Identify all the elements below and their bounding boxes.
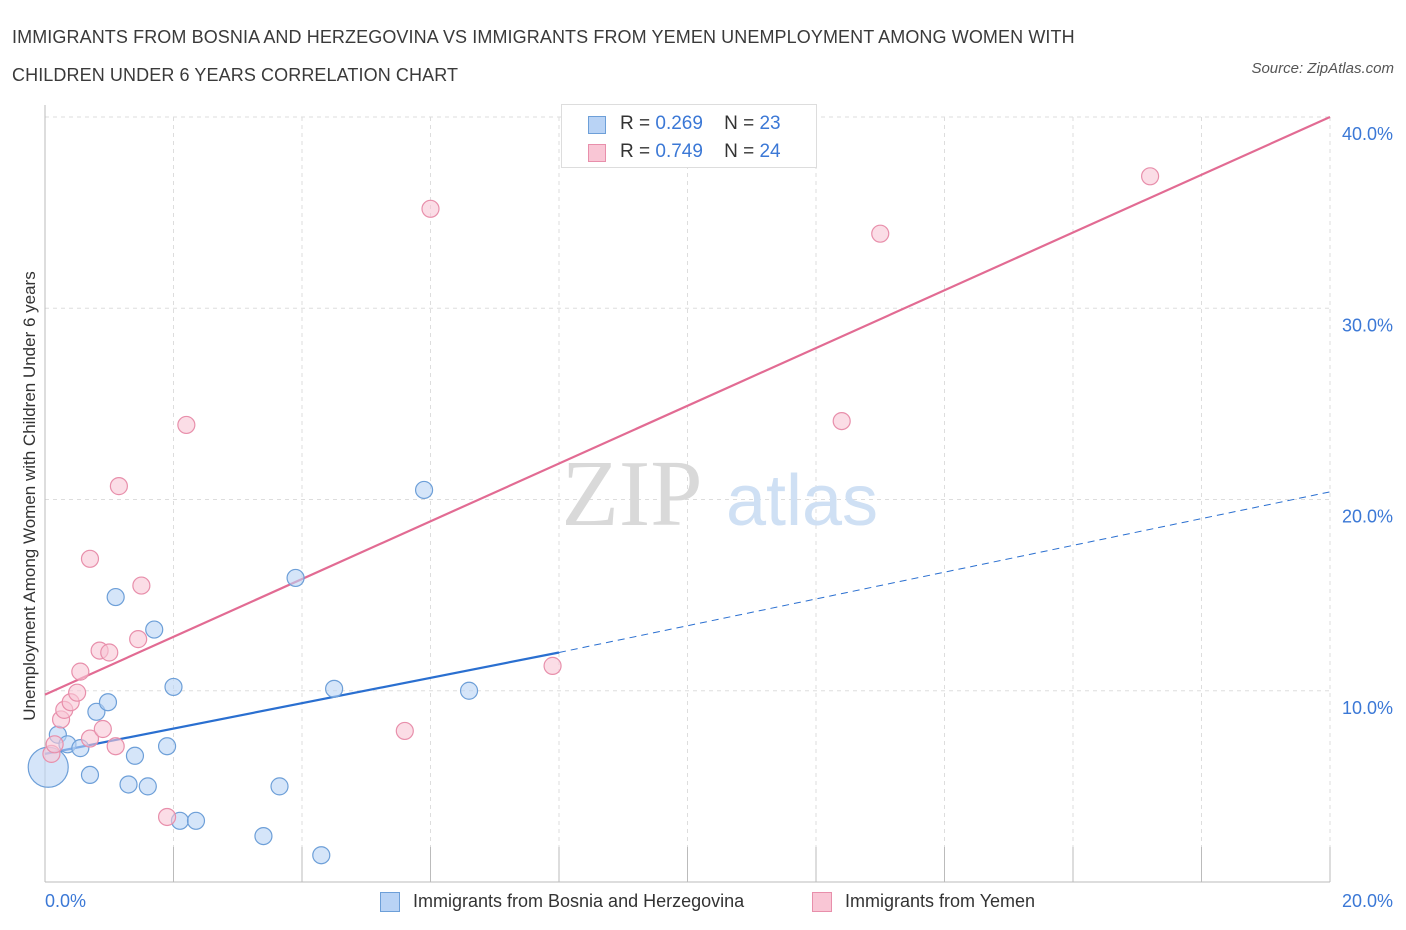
data-point-bosnia bbox=[106, 587, 125, 607]
data-point-yemen bbox=[157, 807, 177, 827]
data-point-bosnia bbox=[414, 480, 434, 500]
correlation-legend: R = 0.269 N = 23 R = 0.749 N = 24 bbox=[561, 104, 817, 168]
data-point-yemen bbox=[109, 477, 128, 496]
trend-line-bosnia bbox=[44, 651, 560, 755]
data-point-yemen bbox=[71, 662, 90, 681]
watermark: ZIP atlas bbox=[562, 442, 879, 546]
data-point-bosnia bbox=[186, 811, 206, 830]
legend-swatch-bosnia bbox=[588, 116, 606, 134]
chart-title-line-1: IMMIGRANTS FROM BOSNIA AND HERZEGOVINA V… bbox=[12, 27, 1075, 47]
legend-swatch-yemen bbox=[588, 144, 606, 162]
data-point-yemen bbox=[395, 721, 414, 741]
data-point-bosnia bbox=[286, 568, 305, 588]
legend-swatch-yemen bbox=[812, 892, 832, 912]
chart-title-line-2: CHILDREN UNDER 6 YEARS CORRELATION CHART bbox=[12, 65, 459, 85]
chart-title: IMMIGRANTS FROM BOSNIA AND HERZEGOVINA V… bbox=[12, 18, 1162, 94]
data-point-bosnia bbox=[98, 693, 118, 712]
legend-r-value-yemen: 0.749 bbox=[655, 141, 703, 162]
data-point-yemen bbox=[93, 719, 112, 739]
data-point-yemen bbox=[421, 199, 440, 218]
legend-n-value-bosnia: 23 bbox=[759, 113, 781, 134]
data-point-yemen bbox=[1140, 167, 1160, 186]
data-point-bosnia bbox=[125, 746, 145, 765]
data-point-bosnia bbox=[157, 737, 177, 756]
data-point-bosnia bbox=[80, 765, 100, 785]
trend-line-yemen bbox=[44, 115, 1331, 696]
data-point-bosnia bbox=[459, 681, 479, 700]
data-point-yemen bbox=[177, 415, 196, 435]
data-point-yemen bbox=[106, 737, 125, 756]
y-tick-label: 40.0% bbox=[1342, 124, 1393, 144]
data-point-yemen bbox=[132, 576, 151, 595]
y-tick-label: 30.0% bbox=[1342, 315, 1393, 335]
data-point-bosnia bbox=[312, 846, 331, 865]
data-point-bosnia bbox=[254, 826, 273, 846]
watermark-zip: ZIP bbox=[562, 442, 703, 546]
data-point-bosnia bbox=[138, 777, 157, 796]
y-tick-label: 20.0% bbox=[1342, 507, 1393, 527]
legend-label-yemen: Immigrants from Yemen bbox=[845, 891, 1036, 911]
data-point-bosnia bbox=[119, 775, 138, 794]
legend-r-label: R = bbox=[620, 141, 651, 162]
data-point-bosnia bbox=[270, 777, 289, 796]
source-label: Source: ZipAtlas.com bbox=[1251, 60, 1394, 77]
data-point-bosnia bbox=[164, 677, 183, 697]
data-point-bosnia bbox=[145, 620, 164, 639]
data-point-yemen bbox=[832, 411, 851, 431]
data-point-yemen bbox=[68, 683, 87, 702]
trend-lines bbox=[44, 115, 1331, 755]
y-axis-label: Unemployment Among Women with Children U… bbox=[20, 271, 39, 721]
data-point-bosnia bbox=[325, 679, 344, 698]
legend-r-label: R = bbox=[620, 113, 651, 134]
legend-n-label: N = bbox=[724, 141, 755, 162]
data-points bbox=[27, 167, 1160, 865]
data-point-yemen bbox=[543, 656, 562, 675]
data-point-yemen bbox=[129, 630, 148, 649]
x-tick-label: 0.0% bbox=[45, 891, 86, 911]
data-point-yemen bbox=[80, 549, 100, 568]
legend-label-bosnia: Immigrants from Bosnia and Herzegovina bbox=[413, 891, 745, 911]
data-point-yemen bbox=[871, 224, 890, 243]
legend-swatch-bosnia bbox=[380, 892, 400, 912]
legend-n-value-yemen: 24 bbox=[759, 141, 781, 162]
legend-r-value-bosnia: 0.269 bbox=[655, 113, 703, 134]
data-point-yemen bbox=[45, 735, 64, 754]
legend-n-label: N = bbox=[724, 113, 755, 134]
x-tick-label: 20.0% bbox=[1342, 891, 1393, 911]
tick-labels: 10.0% 20.0% 30.0% 40.0% 0.0% 20.0% bbox=[45, 124, 1393, 911]
data-point-yemen bbox=[80, 729, 100, 748]
watermark-atlas: atlas bbox=[726, 461, 878, 541]
y-tick-label: 10.0% bbox=[1342, 698, 1393, 718]
data-point-yemen bbox=[100, 643, 119, 662]
